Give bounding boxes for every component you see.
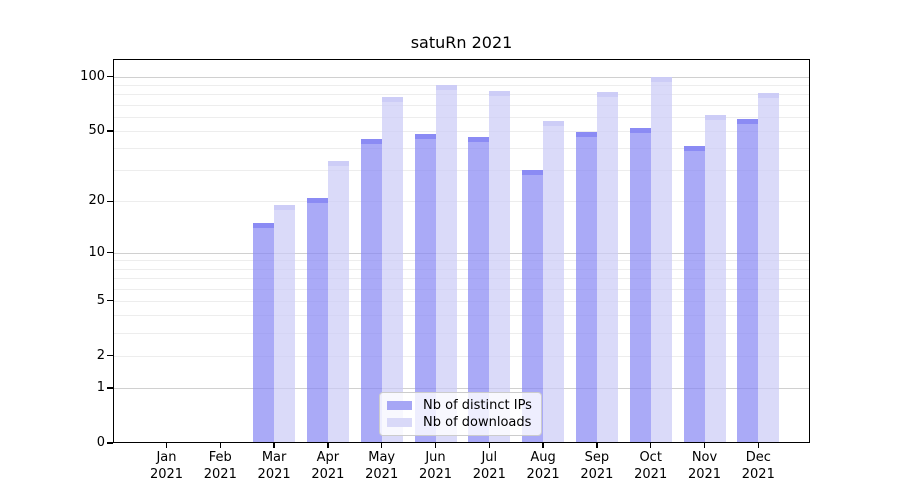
bar-downloads-oct	[650, 76, 672, 443]
x-tick-mark-jul	[488, 443, 490, 448]
y-tick-mark-50	[107, 130, 113, 132]
y-tick-label-50: 50	[88, 122, 105, 138]
x-tick-mark-aug	[542, 443, 544, 448]
gridline-major-100	[113, 76, 810, 78]
x-tick-mark-mar	[273, 443, 275, 448]
bar-distinct-ips-apr	[306, 197, 328, 443]
bar-downloads-jul	[489, 91, 511, 443]
y-tick-label-2: 2	[96, 347, 105, 363]
bar-distinct-ips-jul	[468, 137, 490, 443]
x-tick-mark-jan	[165, 443, 168, 448]
gridline-major-10	[113, 252, 810, 254]
legend-entry-downloads: Nb of downloads	[387, 415, 533, 430]
x-tick-label-oct: Oct 2021	[634, 450, 668, 482]
x-tick-label-dec: Dec 2021	[741, 450, 775, 482]
bar-distinct-ips-aug	[522, 170, 544, 443]
bar-distinct-ips-dec	[737, 119, 759, 443]
bar-downloads-aug	[543, 120, 565, 443]
x-tick-mark-nov	[703, 443, 706, 448]
bar-downloads-dec	[758, 93, 780, 443]
x-tick-label-jul: Jul 2021	[472, 450, 506, 482]
y-tick-label-20: 20	[88, 193, 105, 209]
bar-distinct-ips-may	[360, 139, 382, 443]
x-tick-mark-apr	[327, 443, 329, 448]
x-tick-label-apr: Apr 2021	[311, 450, 345, 482]
bar-downloads-apr	[327, 160, 349, 443]
legend-label-distinct-ips: Nb of distinct IPs	[423, 398, 532, 413]
y-tick-label-0: 0	[96, 435, 105, 450]
legend-swatch-downloads	[387, 418, 412, 427]
gridline-minor-4	[113, 315, 810, 317]
y-tick-mark-100	[107, 75, 113, 78]
gridline-minor-8	[113, 268, 810, 270]
gridline-minor-2	[113, 355, 810, 357]
x-tick-mark-oct	[650, 443, 652, 448]
bar-downloads-mar	[274, 205, 296, 443]
x-tick-label-sep: Sep 2021	[580, 450, 614, 482]
y-tick-mark-5	[107, 300, 113, 302]
chart-title: satuRn 2021	[410, 33, 513, 52]
gridline-minor-80	[113, 94, 810, 96]
gridline-minor-50	[113, 130, 810, 132]
gridline-minor-40	[113, 148, 810, 150]
y-tick-mark-2	[107, 355, 113, 357]
gridline-major-1	[113, 387, 810, 389]
x-tick-mark-sep	[596, 443, 598, 448]
legend-entry-distinct-ips: Nb of distinct IPs	[387, 398, 533, 413]
x-tick-label-jun: Jun 2021	[418, 450, 453, 482]
gridline-minor-90	[113, 84, 810, 86]
bar-downloads-jun	[435, 84, 457, 443]
x-tick-mark-may	[381, 443, 383, 448]
bar-distinct-ips-jun	[414, 134, 436, 443]
x-tick-label-jan: Jan 2021	[149, 450, 184, 482]
x-tick-label-aug: Aug 2021	[526, 450, 560, 482]
y-tick-mark-10	[107, 251, 113, 254]
gridline-minor-7	[113, 277, 810, 279]
gridline-minor-60	[113, 116, 810, 118]
bar-downloads-sep	[596, 92, 618, 443]
x-tick-label-nov: Nov 2021	[687, 450, 722, 482]
gridline-minor-5	[113, 300, 810, 302]
gridline-minor-30	[113, 170, 810, 172]
x-tick-label-may: May 2021	[365, 450, 399, 482]
x-tick-label-feb: Feb 2021	[203, 450, 237, 482]
y-tick-mark-0	[107, 442, 113, 444]
y-tick-label-100: 100	[80, 68, 105, 84]
x-tick-mark-feb	[219, 443, 221, 448]
x-tick-mark-jun	[434, 443, 437, 448]
y-tick-label-5: 5	[96, 292, 105, 308]
x-tick-label-mar: Mar 2021	[257, 450, 291, 482]
bar-distinct-ips-nov	[683, 146, 705, 443]
gridline-minor-9	[113, 260, 810, 262]
gridline-minor-20	[113, 201, 810, 203]
bar-distinct-ips-sep	[575, 132, 597, 443]
y-tick-mark-20	[107, 200, 113, 202]
legend-swatch-distinct-ips	[387, 401, 412, 410]
gridline-minor-3	[113, 332, 810, 334]
bar-distinct-ips-mar	[253, 222, 275, 443]
x-tick-mark-dec	[757, 443, 759, 448]
legend-label-downloads: Nb of downloads	[423, 415, 532, 430]
legend: Nb of distinct IPs Nb of downloads	[379, 392, 542, 436]
plot-area: Nb of distinct IPs Nb of downloads	[113, 59, 810, 443]
gridline-minor-70	[113, 104, 810, 106]
y-tick-mark-1	[107, 387, 113, 389]
y-tick-label-10: 10	[88, 244, 105, 260]
y-tick-label-1: 1	[96, 379, 105, 395]
bar-downloads-may	[381, 97, 403, 443]
bar-distinct-ips-oct	[629, 127, 651, 443]
gridline-minor-6	[113, 288, 810, 290]
bar-downloads-nov	[704, 115, 726, 443]
